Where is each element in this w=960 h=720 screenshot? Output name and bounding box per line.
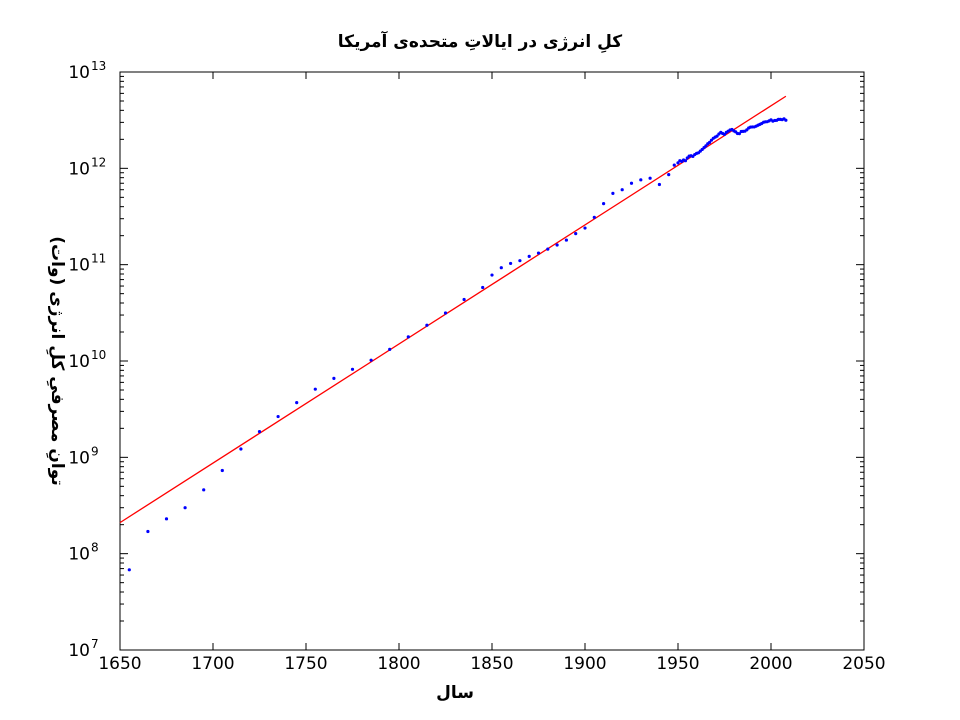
x-tick-label: 1750 <box>284 654 327 674</box>
y-tick-label: 10 <box>68 352 90 372</box>
y-tick-exponent: 11 <box>91 252 106 266</box>
y-tick-exponent: 7 <box>91 637 99 651</box>
data-point <box>620 188 624 192</box>
x-tick-label: 2050 <box>842 654 885 674</box>
data-point <box>555 243 559 247</box>
data-point <box>708 140 712 144</box>
x-tick-label: 1800 <box>377 654 420 674</box>
data-point <box>388 347 392 351</box>
data-point <box>583 226 587 230</box>
data-point <box>527 254 531 258</box>
data-point <box>683 159 688 163</box>
data-point <box>313 387 317 391</box>
data-point <box>202 488 206 492</box>
x-axis-label: سال <box>436 683 474 703</box>
data-point <box>276 414 280 419</box>
y-tick-base: 10 <box>68 352 90 372</box>
data-point <box>536 251 541 255</box>
data-point <box>164 517 169 521</box>
data-point <box>499 266 503 270</box>
data-point <box>220 468 224 473</box>
data-point <box>183 506 187 510</box>
plot-area: 1650 1700 1750 1800 1850 1900 1950 2000 2050 10 7… <box>68 59 885 674</box>
y-tick-base: 10 <box>68 448 90 468</box>
data-point <box>648 176 652 180</box>
data-point <box>574 232 578 236</box>
y-tick-label: 10 <box>68 545 90 565</box>
trend-line <box>119 95 787 524</box>
data-point <box>239 447 243 451</box>
data-point <box>518 259 522 263</box>
data-point <box>481 285 485 290</box>
points-layer <box>127 117 788 572</box>
data-point <box>350 367 355 371</box>
data-point <box>737 132 741 136</box>
data-point <box>295 400 299 405</box>
x-tick-label: 1900 <box>563 654 606 674</box>
x-tick-label: 1950 <box>656 654 699 674</box>
y-tick-label: 10 <box>68 448 90 468</box>
plot-frame <box>119 71 865 651</box>
data-point <box>564 238 569 242</box>
y-axis-label: توانِ مصرفیِ کلِ انرژی (وات) <box>45 236 67 485</box>
y-tick-base: 10 <box>68 63 90 83</box>
data-point <box>629 181 634 185</box>
y-tick-base: 10 <box>68 256 90 276</box>
data-point <box>369 358 373 362</box>
y-tick-label: 10 <box>68 256 90 276</box>
data-point <box>257 429 262 434</box>
data-point <box>657 182 662 187</box>
data-point <box>704 144 708 148</box>
data-point <box>127 568 131 572</box>
x-tick-label: 1650 <box>98 654 141 674</box>
data-point <box>667 173 671 177</box>
data-point <box>611 191 615 195</box>
data-point <box>490 273 494 277</box>
y-tick-exponent: 12 <box>91 155 106 169</box>
y-tick-exponent: 10 <box>91 348 106 362</box>
y-tick-exponent: 9 <box>91 444 99 458</box>
data-point <box>332 376 336 380</box>
data-point <box>509 261 513 266</box>
y-tick-exponent: 13 <box>91 59 106 73</box>
chart-title: کلِ انرژی در ایالاتِ متحده‌ی آمریکا <box>338 30 622 54</box>
data-point <box>784 118 788 122</box>
data-point <box>639 178 643 182</box>
y-tick-label: 10 <box>68 159 90 179</box>
data-point <box>592 215 596 219</box>
data-point <box>715 134 719 138</box>
data-point <box>546 247 550 251</box>
data-point <box>443 311 448 315</box>
data-point <box>425 323 429 327</box>
y-tick-label: 10 <box>68 63 90 83</box>
x-tick-label: 1700 <box>191 654 234 674</box>
data-point <box>406 335 410 339</box>
data-point <box>146 529 150 534</box>
data-point <box>602 202 606 206</box>
fit-layer <box>119 95 787 524</box>
data-point <box>676 161 680 165</box>
y-tick-base: 10 <box>68 159 90 179</box>
y-tick-base: 10 <box>68 545 90 565</box>
x-tick-label: 1850 <box>470 654 513 674</box>
data-point <box>672 163 676 167</box>
y-tick-exponent: 8 <box>91 541 99 555</box>
x-axis-ticks: 1650 1700 1750 1800 1850 1900 1950 2000 2050 <box>98 72 886 674</box>
y-tick-base: 10 <box>68 641 90 661</box>
y-tick-label: 10 <box>68 641 90 661</box>
x-tick-label: 2000 <box>749 654 792 674</box>
data-point <box>462 297 466 302</box>
